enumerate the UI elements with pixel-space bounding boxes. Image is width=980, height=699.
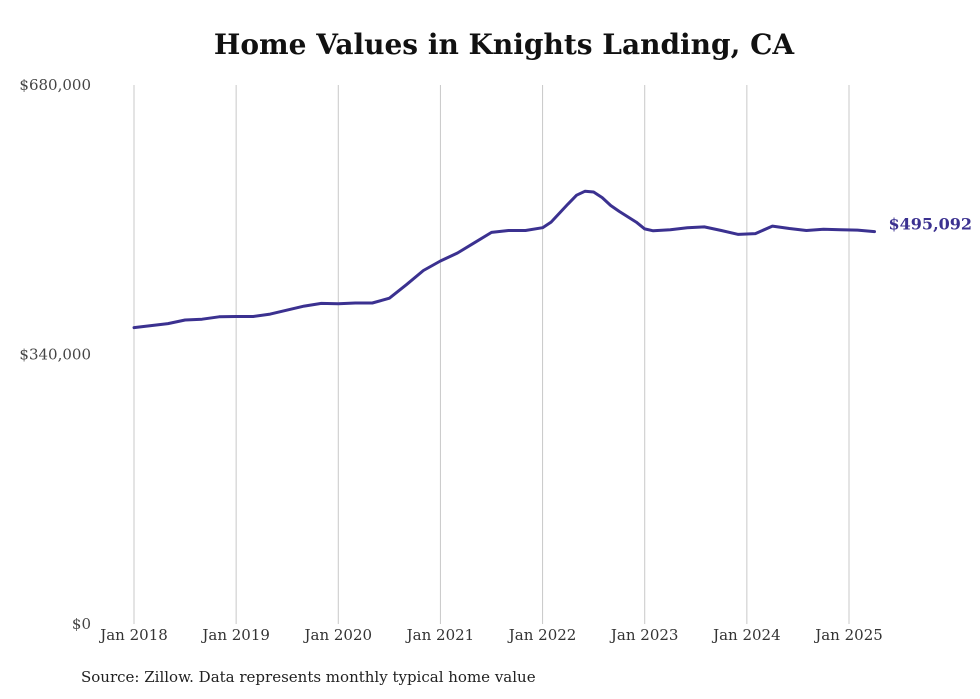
- y-tick-label: $340,000: [19, 346, 91, 364]
- end-value-label: $495,092: [889, 215, 973, 234]
- x-tick-label: Jan 2022: [507, 626, 577, 644]
- source-note: Source: Zillow. Data represents monthly …: [81, 668, 536, 686]
- x-axis-labels: Jan 2018 Jan 2019 Jan 2020 Jan 2021 Jan 2022…: [98, 626, 883, 644]
- x-tick-label: Jan 2023: [609, 626, 679, 644]
- x-tick-label: Jan 2018: [98, 626, 168, 644]
- chart-title: Home Values in Knights Landing, CA: [213, 28, 795, 61]
- y-tick-label: $0: [72, 615, 91, 633]
- series-line: [132, 189, 876, 330]
- x-tick-label: Jan 2024: [711, 626, 781, 644]
- x-tick-label: Jan 2020: [303, 626, 373, 644]
- x-tick-label: Jan 2021: [405, 626, 475, 644]
- y-axis-labels: $0 $340,000 $680,000: [19, 76, 91, 633]
- grid-lines: [133, 85, 850, 624]
- x-tick-label: Jan 2025: [813, 626, 883, 644]
- y-tick-label: $680,000: [19, 76, 91, 94]
- x-tick-label: Jan 2019: [200, 626, 270, 644]
- series-layer: [132, 189, 876, 330]
- end-label-layer: $495,092: [889, 215, 973, 234]
